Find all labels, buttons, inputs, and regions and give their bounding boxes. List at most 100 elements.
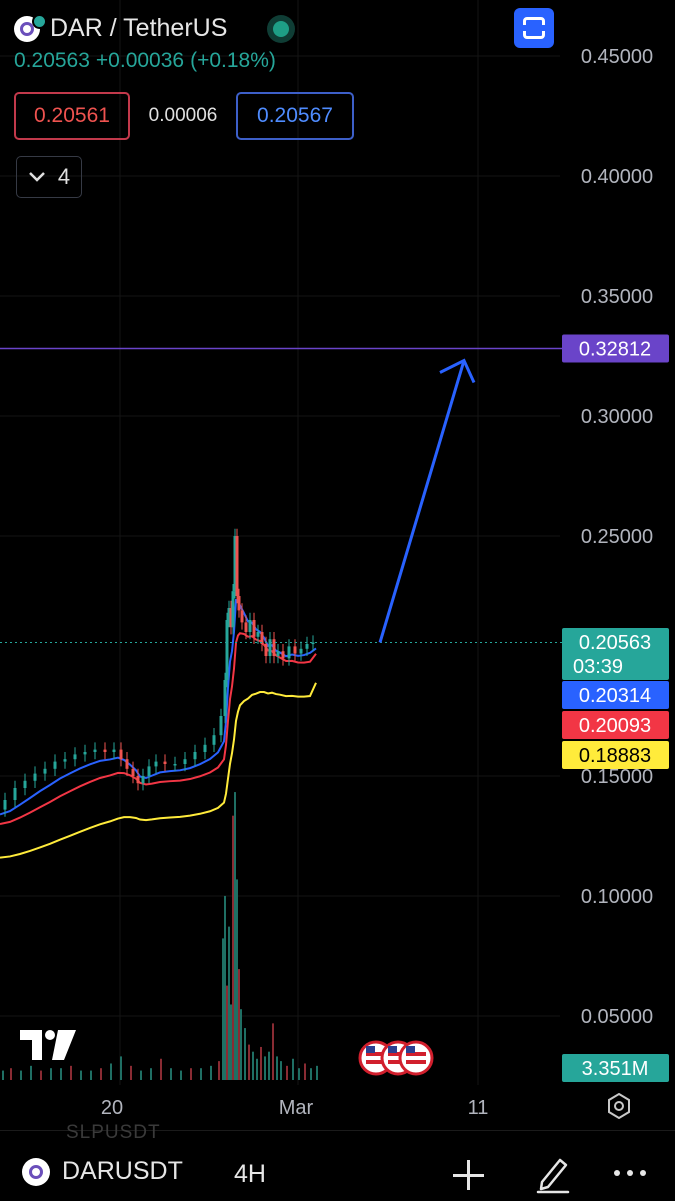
- moving-average-line-2: [0, 682, 317, 859]
- indicators-count: 4: [57, 164, 71, 189]
- target-price-label: 0.32812: [579, 339, 651, 361]
- ma-label-2-bg: [562, 711, 669, 739]
- candle-body: [173, 764, 177, 766]
- candle-body: [256, 632, 260, 637]
- candle-body: [233, 536, 237, 592]
- candle-body: [276, 651, 280, 656]
- y-tick-label: 0.45000: [581, 46, 653, 68]
- candle-body: [219, 716, 223, 736]
- candle-body: [268, 639, 272, 656]
- tradingview-logo-icon: [20, 1030, 76, 1060]
- volume-bar: [264, 1056, 266, 1080]
- volume-bar: [70, 1065, 72, 1080]
- volume-bar: [140, 1070, 142, 1080]
- candle-body: [223, 680, 227, 716]
- candle-body: [147, 766, 151, 776]
- candle-body: [235, 536, 239, 596]
- volume-bar: [244, 1028, 246, 1080]
- flag-canton: [366, 1046, 375, 1053]
- candle-body: [73, 754, 77, 760]
- volume-bar: [230, 1004, 232, 1080]
- fullscreen-button[interactable]: [514, 8, 554, 48]
- us-event-flag-icon: [398, 1040, 434, 1076]
- last-price-label-bg: [562, 628, 669, 680]
- candle-body: [131, 768, 135, 776]
- ma-label-3: 0.18883: [579, 745, 651, 767]
- candle-body: [103, 749, 107, 752]
- volume-bar: [316, 1065, 318, 1080]
- volume-bar: [234, 792, 236, 1080]
- candle-body: [252, 620, 256, 637]
- timeframe-selector[interactable]: 4H: [234, 1160, 266, 1188]
- candle-body: [125, 759, 129, 769]
- candle-body: [212, 735, 216, 745]
- flag-stripe: [406, 1060, 426, 1064]
- volume-bar: [248, 1044, 250, 1080]
- add-icon[interactable]: [452, 1160, 486, 1190]
- volume-bar: [280, 1061, 282, 1080]
- volume-bar: [2, 1070, 4, 1080]
- y-tick-label: 0.40000: [581, 166, 653, 188]
- volume-bar: [150, 1068, 152, 1080]
- flag-stripe: [406, 1052, 426, 1056]
- volume-bar: [200, 1068, 202, 1080]
- flag-canton: [406, 1046, 415, 1053]
- candle-body: [311, 642, 315, 645]
- more-icon[interactable]: [614, 1170, 646, 1176]
- moving-average-line-1: [0, 632, 317, 825]
- y-tick-label: 0.15000: [581, 766, 653, 788]
- candle-body: [93, 749, 97, 752]
- volume-bar: [240, 1009, 242, 1080]
- flag-stripe: [366, 1060, 386, 1064]
- volume-bar: [210, 1065, 212, 1080]
- price-chart[interactable]: 0.45000 0.40000 0.35000 0.30000 0.25000 0.150…: [0, 0, 675, 1130]
- candle-body: [183, 759, 187, 764]
- volume-label-bg: [562, 1054, 669, 1082]
- last-price-label: 0.20563: [579, 632, 651, 654]
- arrow-annotation-head: [439, 358, 476, 384]
- volume-bar: [30, 1065, 32, 1080]
- chevron-down-icon: [28, 172, 45, 182]
- x-tick-label: 20: [101, 1097, 123, 1119]
- volume-bar: [286, 1065, 288, 1080]
- symbol-name: DARUSDT: [62, 1157, 183, 1185]
- candle-body: [83, 752, 87, 755]
- symbol-title[interactable]: DAR / TetherUS: [50, 14, 228, 42]
- dar-coin-icon: [14, 13, 47, 42]
- candle-body: [23, 780, 27, 788]
- candle-body: [305, 644, 309, 649]
- volume-bar: [252, 1051, 254, 1080]
- volume-label: 3.351M: [582, 1058, 649, 1080]
- volume-bar: [190, 1068, 192, 1080]
- sell-button[interactable]: 0.20561: [14, 92, 130, 140]
- candle-body: [163, 761, 167, 764]
- bottom-toolbar: [0, 1130, 675, 1201]
- volume-bar: [80, 1070, 82, 1080]
- volume-bar: [120, 1056, 122, 1080]
- y-tick-label: 0.05000: [581, 1006, 653, 1028]
- price-quote: 0.20563 +0.00036 (+0.18%): [14, 49, 289, 73]
- candle-body: [193, 752, 197, 760]
- buy-button[interactable]: 0.20567: [236, 92, 354, 140]
- candle-body: [154, 761, 158, 767]
- candle-body: [231, 591, 235, 628]
- volume-bar: [218, 1061, 220, 1080]
- previous-symbol-ghost: SLPUSDT: [66, 1122, 161, 1143]
- flag-stripe: [388, 1052, 408, 1056]
- volume-bar: [232, 815, 234, 1080]
- drawing-pen-icon[interactable]: [534, 1154, 572, 1194]
- candle-body: [112, 749, 116, 752]
- flag-stripe: [388, 1060, 408, 1064]
- candle-body: [287, 646, 291, 659]
- last-price: 0.20563: [14, 49, 90, 72]
- volume-bar: [160, 1058, 162, 1080]
- chart-settings-icon[interactable]: [606, 1093, 632, 1119]
- candle-body: [264, 644, 268, 656]
- candle-body: [237, 596, 241, 611]
- spread-value: 0.00006: [148, 105, 218, 126]
- candle-body: [248, 620, 252, 632]
- indicators-toggle-button[interactable]: 4: [16, 156, 82, 198]
- volume-bar: [20, 1070, 22, 1080]
- symbol-selector[interactable]: DARUSDT: [22, 1157, 183, 1186]
- dar-coin-icon: [22, 1157, 50, 1186]
